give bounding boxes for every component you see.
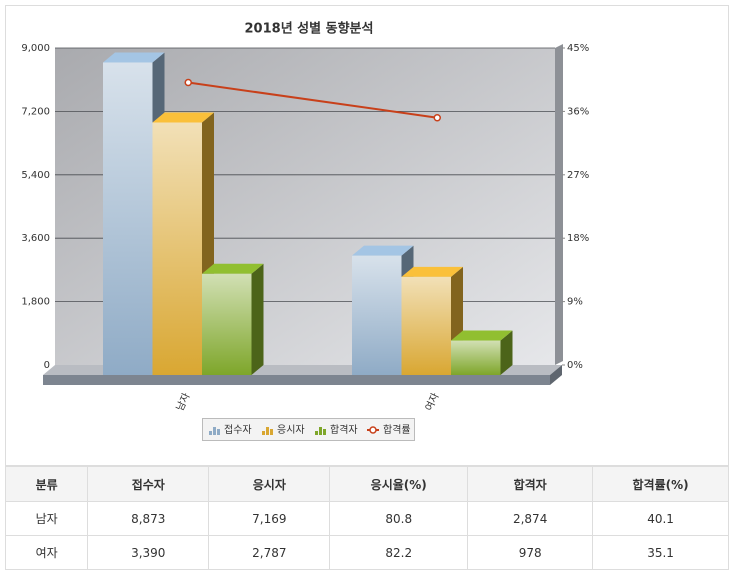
bar-shine xyxy=(152,122,202,376)
line-point xyxy=(184,78,192,87)
line xyxy=(188,81,438,119)
header-cell: 접수자 xyxy=(87,466,210,502)
data-table: 분류 접수자 응시자 응시율(%) 합격자 합격률(%) 남자 8,873 7,169 80.8 2… xyxy=(4,466,729,570)
bar-shine xyxy=(401,276,451,375)
bar-shine xyxy=(352,255,402,375)
legend-label: 합격률 xyxy=(383,423,411,436)
table-cell: 80.8 xyxy=(329,501,469,536)
legend-marker xyxy=(369,426,377,434)
header-row: 분류 접수자 응시자 응시율(%) 합격자 합격률(%) xyxy=(4,466,729,502)
bar-top xyxy=(352,245,414,256)
table-cell: 35.1 xyxy=(592,535,729,570)
chart-title: 2018년 성별 동향분석 xyxy=(245,21,374,37)
table-cell: 3,390 xyxy=(87,535,210,570)
y-tick-label: 0 xyxy=(44,360,50,371)
table-cell: 7,169 xyxy=(208,501,331,536)
bar-top xyxy=(401,266,463,277)
bar-top xyxy=(202,263,264,274)
bar-top xyxy=(451,330,513,341)
legend-icon xyxy=(319,427,322,435)
header-cell: 합격률(%) xyxy=(592,466,729,502)
table-cell: 978 xyxy=(467,535,594,570)
y2-tick-label: 36% xyxy=(567,106,589,117)
table-cell: 여자 xyxy=(4,535,89,570)
legend-label: 합격자 xyxy=(330,423,358,436)
y2-tick-label: 9% xyxy=(567,297,583,308)
header-cell: 합격자 xyxy=(467,466,594,502)
right-edge xyxy=(555,44,563,365)
bar-side xyxy=(500,330,513,375)
table-cell: 82.2 xyxy=(329,535,469,570)
y2-tick-label: 18% xyxy=(567,233,589,244)
table-cell: 남자 xyxy=(4,501,89,536)
y2-tick-label: 27% xyxy=(567,170,589,181)
table-cell: 2,874 xyxy=(467,501,594,536)
bar-shine xyxy=(103,62,153,376)
bar-shine xyxy=(451,340,501,375)
legend-icon xyxy=(266,427,269,435)
y-tick-label: 5,400 xyxy=(21,170,50,181)
y-tick-label: 1,800 xyxy=(21,297,50,308)
line-point xyxy=(433,113,441,122)
legend-icon xyxy=(209,431,212,435)
table-cell: 40.1 xyxy=(592,501,729,536)
bar-side xyxy=(251,263,264,375)
legend-icon xyxy=(270,429,273,435)
bar-top xyxy=(103,52,165,63)
table-row: 남자 8,873 7,169 80.8 2,874 40.1 xyxy=(4,501,729,536)
legend-label: 접수자 xyxy=(224,424,252,436)
floor-front xyxy=(43,375,550,385)
bar-top xyxy=(152,112,214,123)
chart: 2018년 성별 동향분석 0 1,800 3,600 5,400 7,200 9,000… xyxy=(5,5,729,466)
legend-box xyxy=(202,418,415,441)
y-tick-label: 9,000 xyxy=(21,43,50,54)
legend-icon xyxy=(213,427,216,435)
bar-shine xyxy=(202,273,252,375)
header-cell: 응시율(%) xyxy=(329,466,469,502)
table-cell: 2,787 xyxy=(208,535,331,570)
legend-label: 응시자 xyxy=(277,424,305,436)
floor-side xyxy=(550,365,562,385)
legend-icon xyxy=(262,431,265,435)
legend-icon xyxy=(315,431,318,435)
table-cell: 8,873 xyxy=(87,501,210,536)
y-tick-label: 7,200 xyxy=(21,106,50,117)
y2-tick-label: 0% xyxy=(567,360,583,371)
header-cell: 분류 xyxy=(4,466,89,502)
table-row: 여자 3,390 2,787 82.2 978 35.1 xyxy=(4,535,729,570)
y-tick-label: 3,600 xyxy=(21,233,50,244)
legend-icon xyxy=(217,429,220,435)
y2-tick-label: 45% xyxy=(567,43,589,54)
legend-icon xyxy=(323,429,326,435)
header-cell: 응시자 xyxy=(208,466,331,502)
